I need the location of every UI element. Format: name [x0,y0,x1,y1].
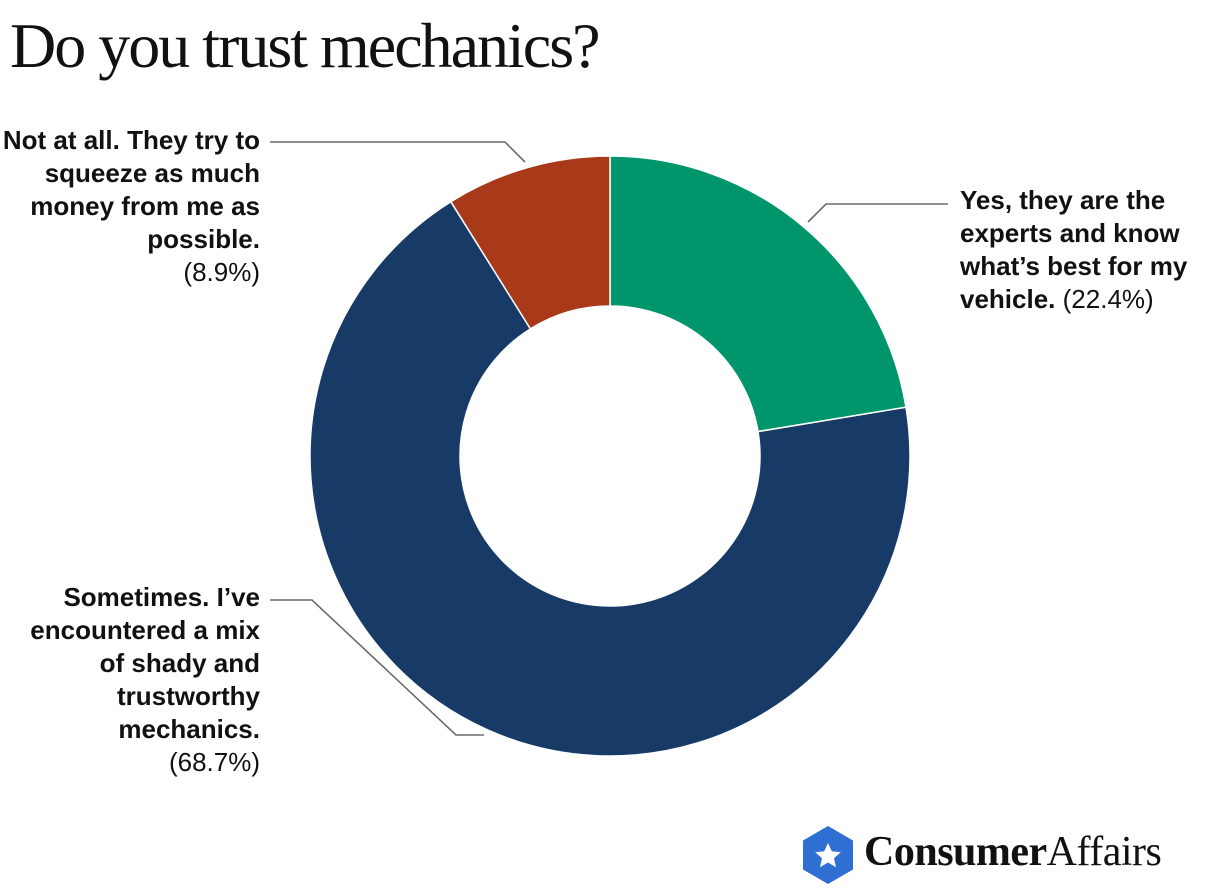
slice-label-yes: Yes, they are the experts and know what’… [960,184,1215,316]
slice-label-yes-text: Yes, they are the experts and know what’… [960,185,1188,314]
brand-name-bold: Consumer [864,829,1047,875]
slice-no [449,155,611,330]
slice-sometimes [309,200,911,757]
star-hexagon-icon [803,826,853,884]
slice-yes [609,155,907,433]
slice-label-no-pct: (8.9%) [183,257,260,287]
slice-label-yes-pct: (22.4%) [1062,284,1154,314]
brand-name: ConsumerAffairs [864,828,1162,876]
leader-line-sometimes [270,599,484,736]
slice-label-sometimes-pct: (68.7%) [168,747,260,777]
brand-logo: ConsumerAffairs [800,822,1216,892]
leader-line-yes [807,203,948,223]
brand-name-regular: Affairs [1046,829,1162,875]
leader-line-no [270,141,526,163]
chart-title: Do you trust mechanics? [10,10,600,81]
slice-label-sometimes-text: Sometimes. I’ve encountered a mix of sha… [30,582,260,744]
slice-label-no: Not at all. They try to squeeze as much … [0,124,260,289]
slice-label-sometimes: Sometimes. I’ve encountered a mix of sha… [0,581,260,779]
slice-label-no-text: Not at all. They try to squeeze as much … [2,125,260,254]
